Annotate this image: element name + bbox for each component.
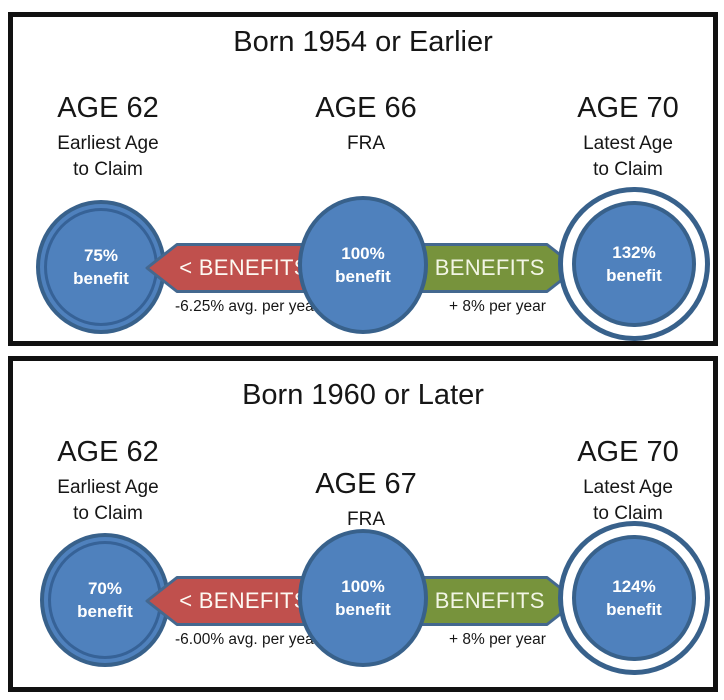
panel-title: Born 1954 or Earlier — [233, 26, 493, 58]
column-heading-age-62: AGE 62 Earliest Age to Claim — [18, 91, 198, 183]
age-heading: AGE 62 — [57, 92, 159, 124]
benefit-circle-age-70-ring: 124% benefit — [558, 521, 710, 675]
benefit-value: 75% — [83, 246, 118, 265]
decrease-arrow-sublabel: -6.25% avg. per year — [175, 298, 319, 315]
benefit-label: benefit — [73, 269, 129, 288]
benefit-circle-fra: 100% benefit — [298, 529, 428, 667]
benefit-circle-age-70: 124% benefit — [572, 535, 696, 661]
increase-arrow-sublabel: + 8% per year — [449, 298, 546, 315]
benefit-circle-text: 132% benefit — [606, 241, 662, 287]
benefit-label: benefit — [335, 267, 391, 286]
age-subtitle: Earliest Age — [57, 477, 159, 498]
benefit-circle-text: 124% benefit — [606, 575, 662, 621]
age-subtitle: to Claim — [593, 503, 663, 524]
benefit-label: benefit — [335, 600, 391, 619]
decrease-arrow-sublabel: -6.00% avg. per year — [175, 631, 319, 648]
age-heading: AGE 70 — [577, 92, 679, 124]
benefit-value: 70% — [87, 579, 122, 598]
age-subtitle: to Claim — [73, 503, 143, 524]
decrease-arrow-label: < BENEFITS — [179, 255, 309, 280]
panel-title: Born 1960 or Later — [242, 379, 484, 411]
age-subtitle: to Claim — [73, 159, 143, 180]
age-heading: AGE 70 — [577, 436, 679, 468]
age-heading: AGE 66 — [315, 92, 417, 124]
age-subtitle: Latest Age — [583, 133, 673, 154]
increase-arrow-label: > BENEFITS — [415, 255, 545, 280]
increase-arrow-label: > BENEFITS — [415, 588, 545, 613]
benefit-circle-text: 100% benefit — [335, 575, 391, 621]
column-heading-age-66: AGE 66 FRA — [266, 91, 466, 157]
panel-born-1960-or-later: Born 1960 or Later AGE 62 Earliest Age t… — [8, 356, 718, 692]
age-heading: AGE 67 — [315, 468, 417, 500]
column-heading-age-70: AGE 70 Latest Age to Claim — [538, 435, 713, 527]
benefit-label: benefit — [606, 266, 662, 285]
column-heading-age-70: AGE 70 Latest Age to Claim — [538, 91, 713, 183]
increase-benefits-arrow: > BENEFITS + 8% per year — [409, 576, 579, 648]
benefit-label: benefit — [606, 600, 662, 619]
benefit-value: 132% — [612, 243, 656, 262]
benefit-circle-age-70-ring: 132% benefit — [558, 187, 710, 341]
age-heading: AGE 62 — [57, 436, 159, 468]
age-subtitle: to Claim — [593, 159, 663, 180]
panel-born-1954-or-earlier: Born 1954 or Earlier AGE 62 Earliest Age… — [8, 12, 718, 346]
benefit-value: 100% — [341, 577, 385, 596]
benefit-circle-age-70: 132% benefit — [572, 201, 696, 327]
age-subtitle: Earliest Age — [57, 133, 159, 154]
benefit-label: benefit — [77, 602, 133, 621]
benefit-circle-text: 75% benefit — [73, 244, 129, 290]
column-heading-age-67: AGE 67 FRA — [266, 467, 466, 533]
age-subtitle: FRA — [347, 133, 385, 154]
benefit-circle-fra: 100% benefit — [298, 196, 428, 334]
decrease-benefits-arrow: < BENEFITS -6.25% avg. per year — [145, 243, 319, 315]
increase-benefits-arrow: > BENEFITS + 8% per year — [409, 243, 579, 315]
benefit-value: 124% — [612, 577, 656, 596]
benefit-value: 100% — [341, 244, 385, 263]
benefit-circle-text: 100% benefit — [335, 242, 391, 288]
age-subtitle: Latest Age — [583, 477, 673, 498]
age-subtitle: FRA — [347, 509, 385, 530]
decrease-benefits-arrow: < BENEFITS -6.00% avg. per year — [145, 576, 319, 648]
benefit-circle-age-62: 75% benefit — [36, 200, 166, 334]
benefit-circle-text: 70% benefit — [77, 577, 133, 623]
column-heading-age-62: AGE 62 Earliest Age to Claim — [18, 435, 198, 527]
decrease-arrow-label: < BENEFITS — [179, 588, 309, 613]
increase-arrow-sublabel: + 8% per year — [449, 631, 546, 648]
